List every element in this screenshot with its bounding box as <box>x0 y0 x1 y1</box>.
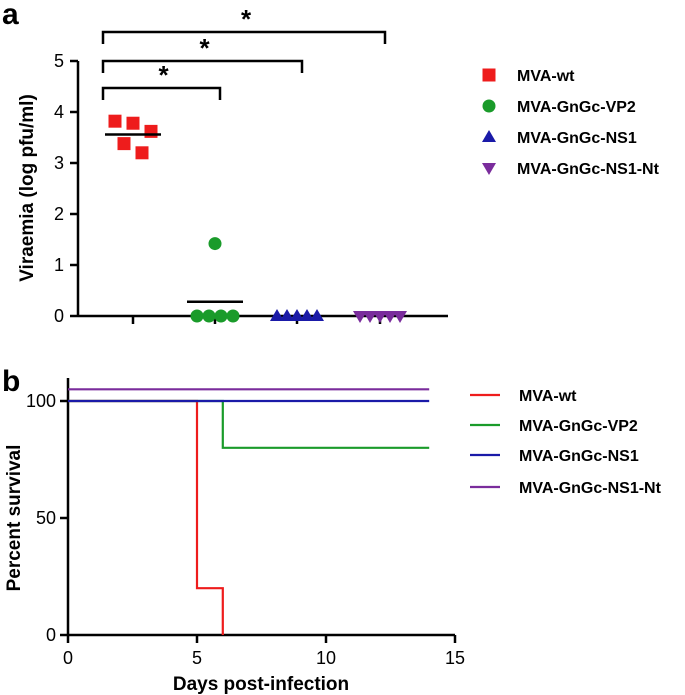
panel-a-y-tick-label: 4 <box>54 102 64 122</box>
panel-a-point-mva-gngc-vp2 <box>214 309 228 323</box>
panel-a-y-tick-label: 1 <box>54 255 64 275</box>
panel-a-legend-label: MVA-GnGc-VP2 <box>517 99 636 116</box>
panel-a-point-mva-gngc-vp2 <box>202 309 216 323</box>
panel-a-significance-bracket <box>101 86 222 100</box>
panel-a-point-mva-wt <box>126 116 140 130</box>
panel-a-y-tick-label: 0 <box>54 306 64 326</box>
panel-a-legend-marker <box>482 163 496 175</box>
panel-a-significance-star: * <box>199 33 210 63</box>
panel-a-legend-label: MVA-wt <box>517 68 575 85</box>
panel-a-point-mva-gngc-ns1 <box>290 309 304 321</box>
panel-b-legend-label: MVA-GnGc-NS1-Nt <box>519 480 662 497</box>
panel-a-legend-marker <box>482 99 496 113</box>
panel-a-legend-label: MVA-GnGc-NS1-Nt <box>517 161 660 178</box>
panel-a-significance-bracket <box>101 30 387 44</box>
panel-b-xlabel: Days post-infection <box>173 674 349 695</box>
panel-a-point-mva-gngc-ns1-nt <box>393 311 407 323</box>
panel-b-series-line-mva-wt <box>68 399 224 635</box>
panel-a-point-mva-gngc-vp2 <box>190 309 204 323</box>
panel-b-x-tick-label: 15 <box>445 648 465 668</box>
panel-a-legend-marker <box>482 130 496 142</box>
panel-b-legend-label: MVA-GnGc-NS1 <box>519 448 639 465</box>
panel-a-scatter-chart: 0 1 2 3 4 5 * * * MVA-wt MVA-GnGc-VP2 MVA-GnGc-NS1 M… <box>54 4 660 326</box>
panel-a-legend-marker <box>482 68 496 82</box>
panel-b-x-tick-label: 5 <box>192 648 202 668</box>
panel-b-x-tick-label: 10 <box>316 648 336 668</box>
panel-b-y-tick-label: 100 <box>26 391 56 411</box>
panel-b-x-tick-label: 0 <box>63 648 73 668</box>
panel-a-point-mva-gngc-ns1 <box>300 309 314 321</box>
panel-a-point-mva-wt <box>117 137 131 151</box>
panel-a-point-mva-gngc-ns1 <box>280 309 294 321</box>
panel-a-y-tick-label: 2 <box>54 204 64 224</box>
panel-a-point-mva-gngc-ns1-nt <box>353 311 367 323</box>
panel-b-survival-chart: 0 50 100 0 5 10 15 MVA-wt MVA-GnGc-VP2 MVA-GnGc-N… <box>26 378 662 668</box>
panel-a-point-mva-gngc-ns1 <box>270 309 284 321</box>
panel-a-ylabel: Viraemia (log pfu/ml) <box>17 94 38 282</box>
panel-a-significance-star: * <box>241 4 252 34</box>
panel-b-series-line-mva-gngc-vp2 <box>68 399 430 449</box>
panel-a-point-mva-wt <box>108 114 122 128</box>
panel-a-point-mva-gngc-vp2 <box>226 309 240 323</box>
panel-a-point-mva-gngc-vp2 <box>208 237 222 251</box>
panel-a-point-mva-gngc-ns1-nt <box>373 311 387 323</box>
panel-a-y-tick-label: 5 <box>54 51 64 71</box>
panel-b-legend-label: MVA-GnGc-VP2 <box>519 418 638 435</box>
panel-a-point-mva-wt <box>135 146 149 160</box>
panel-a-point-mva-gngc-ns1 <box>310 309 324 321</box>
panel-b-legend-label: MVA-wt <box>519 388 577 405</box>
panel-a-point-mva-wt <box>144 124 158 138</box>
panel-a-point-mva-gngc-ns1-nt <box>383 311 397 323</box>
panel-a-significance-star: * <box>158 60 169 90</box>
panel-a-legend-label: MVA-GnGc-NS1 <box>517 130 637 147</box>
panel-a-point-mva-gngc-ns1-nt <box>363 311 377 323</box>
panel-b-y-tick-label: 0 <box>46 625 56 645</box>
panel-a-y-tick-label: 3 <box>54 153 64 173</box>
panel-a-significance-bracket <box>101 59 304 73</box>
panel-a-label: a <box>2 0 19 31</box>
panel-b-y-tick-label: 50 <box>36 508 56 528</box>
panel-b-label: b <box>2 365 20 398</box>
panel-b-ylabel: Percent survival <box>4 445 25 592</box>
